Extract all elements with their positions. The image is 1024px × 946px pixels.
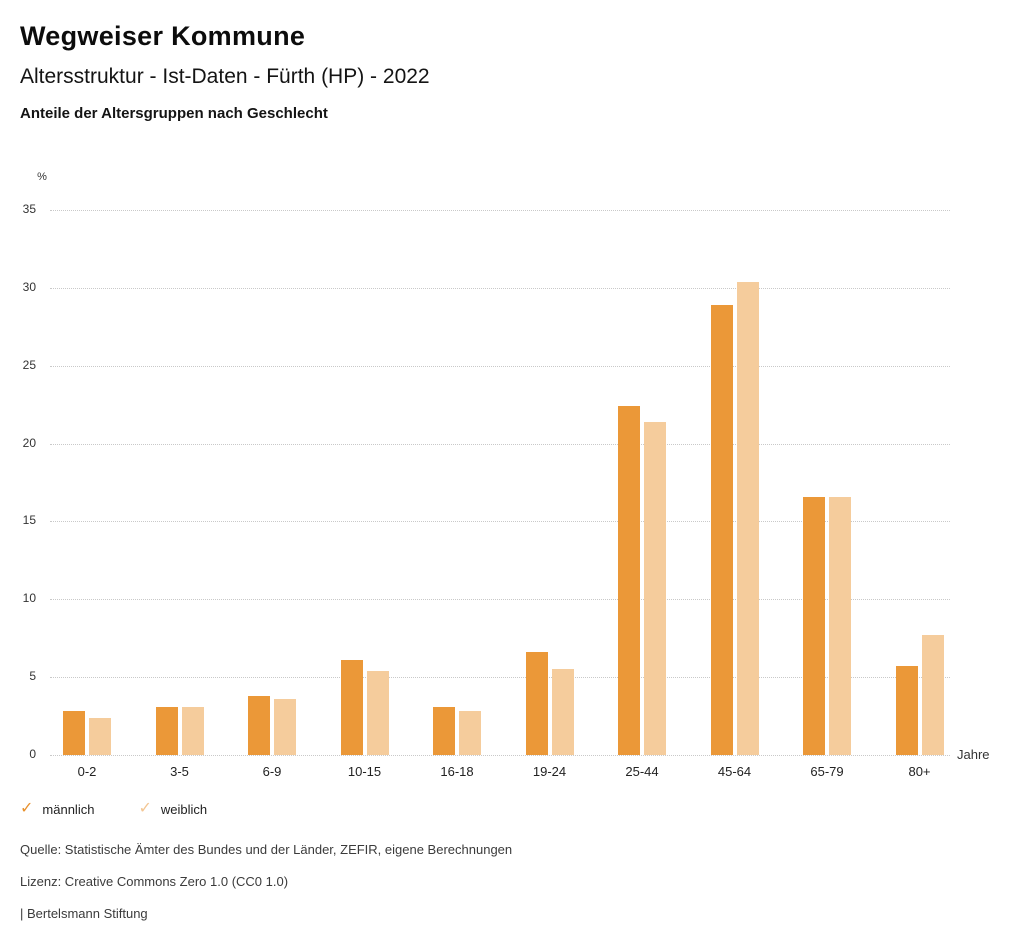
chart-footer: Quelle: Statistische Ämter des Bundes un… [20, 842, 512, 938]
x-tick-label-25-44: 25-44 [625, 764, 659, 779]
bar-männlich-45-64[interactable] [710, 304, 733, 755]
y-tick-label-30: 30 [22, 279, 36, 294]
legend-label: weiblich [160, 801, 208, 817]
x-tick-label-65-79: 65-79 [810, 764, 844, 779]
footer-source: Quelle: Statistische Ämter des Bundes un… [20, 842, 513, 857]
bar-männlich-3-5[interactable] [155, 706, 178, 755]
check-icon: ✓ [138, 800, 152, 817]
bar-männlich-65-79[interactable] [803, 496, 825, 755]
gridline-15 [50, 521, 950, 523]
x-tick-label-0-2: 0-2 [77, 764, 97, 779]
bar-männlich-19-24[interactable] [525, 652, 548, 755]
bar-weiblich-80+[interactable] [921, 635, 944, 755]
y-tick-label-15: 15 [22, 513, 36, 528]
chart-legend: ✓ männlich ✓ weiblich [20, 801, 251, 817]
y-tick-label-10: 10 [22, 591, 36, 606]
y-tick-label-20: 20 [22, 435, 36, 450]
bar-weiblich-65-79[interactable] [829, 496, 851, 755]
bar-weiblich-25-44[interactable] [644, 421, 666, 755]
legend-item-weiblich[interactable]: ✓ weiblich [138, 801, 207, 817]
gridline-0 [50, 755, 950, 756]
bar-männlich-0-2[interactable] [63, 711, 85, 755]
page-title: Wegweiser Kommune [20, 21, 306, 51]
footer-license: Lizenz: Creative Commons Zero 1.0 (CC0 1… [20, 874, 289, 889]
y-axis-unit-label: % [37, 171, 47, 183]
x-tick-label-3-5: 3-5 [170, 764, 189, 779]
bar-männlich-25-44[interactable] [618, 406, 640, 755]
y-tick-label-5: 5 [29, 669, 36, 684]
x-tick-label-19-24: 19-24 [532, 764, 567, 779]
x-tick-label-45-64: 45-64 [717, 764, 752, 779]
x-tick-label-16-18: 16-18 [440, 764, 474, 779]
bar-weiblich-45-64[interactable] [736, 281, 759, 755]
bar-weiblich-3-5[interactable] [181, 706, 204, 755]
y-tick-label-35: 35 [22, 202, 36, 216]
gridline-10 [50, 599, 950, 601]
bar-weiblich-10-15[interactable] [366, 670, 389, 755]
bar-weiblich-19-24[interactable] [551, 669, 574, 755]
bar-männlich-10-15[interactable] [340, 660, 363, 755]
y-tick-label-25: 25 [22, 357, 36, 372]
bar-männlich-6-9[interactable] [248, 695, 270, 755]
legend-item-männlich[interactable]: ✓ männlich [20, 801, 94, 817]
bar-männlich-16-18[interactable] [433, 706, 455, 755]
bar-weiblich-6-9[interactable] [274, 698, 296, 755]
gridline-25 [50, 365, 950, 367]
legend-label: männlich [42, 801, 95, 817]
footer-attribution: | Bertelsmann Stiftung [20, 906, 148, 921]
bar-männlich-80+[interactable] [895, 666, 918, 755]
x-tick-label-6-9: 6-9 [262, 764, 282, 779]
gridline-30 [50, 287, 950, 289]
gridline-35 [50, 210, 950, 211]
check-icon: ✓ [20, 800, 34, 817]
chart-subtitle: Altersstruktur - Ist-Daten - Fürth (HP) … [20, 65, 430, 88]
x-axis-unit-label: Jahre [957, 747, 990, 762]
bar-weiblich-0-2[interactable] [89, 717, 111, 755]
x-tick-label-10-15: 10-15 [347, 764, 382, 779]
gridline-5 [50, 677, 950, 679]
gridline-20 [50, 443, 950, 445]
chart-heading: Anteile der Altersgruppen nach Geschlech… [20, 105, 328, 122]
bar-weiblich-16-18[interactable] [459, 711, 481, 755]
x-tick-label-80+: 80+ [908, 764, 931, 779]
y-tick-label-0: 0 [29, 747, 36, 761]
